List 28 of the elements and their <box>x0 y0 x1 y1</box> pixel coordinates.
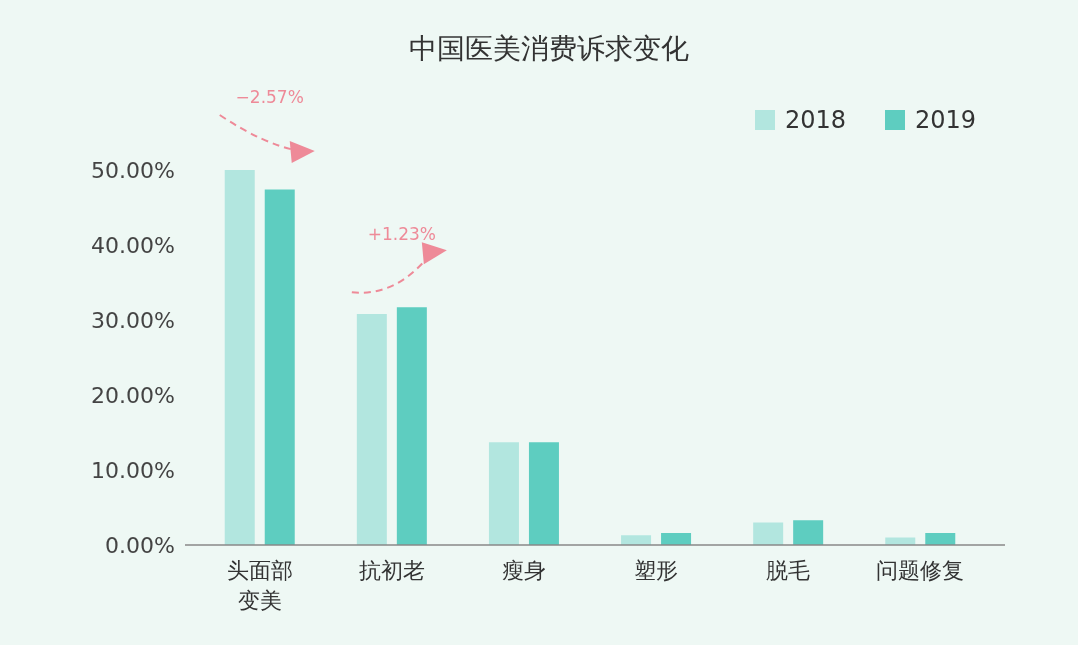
x-tick-label: 脱毛 <box>766 558 811 583</box>
chart-title: 中国医美消费诉求变化 <box>409 32 689 65</box>
text: −2.57% <box>235 87 304 107</box>
y-tick-label: 40.00% <box>91 232 175 258</box>
legend-label: 2019 <box>915 106 977 135</box>
x-tick-label: 抗初老 <box>358 558 425 583</box>
bar <box>661 533 692 545</box>
bar <box>925 533 956 545</box>
bar <box>224 170 255 545</box>
bar <box>264 189 295 545</box>
x-tick-label: 问题修复 <box>876 558 965 583</box>
x-tick-label: 头面部变美 <box>226 558 293 613</box>
bar <box>396 307 427 545</box>
bar <box>621 535 652 545</box>
y-tick-label: 30.00% <box>91 307 175 333</box>
bar <box>528 442 559 545</box>
bar <box>488 442 519 545</box>
bar <box>356 314 387 545</box>
y-tick-label: 50.00% <box>91 157 175 183</box>
legend-label: 2018 <box>785 106 847 135</box>
y-tick-label: 0.00% <box>105 532 175 558</box>
x-tick-label: 瘦身 <box>501 558 546 583</box>
x-tick-label: 塑形 <box>634 558 679 583</box>
bar <box>793 520 824 545</box>
bar <box>753 522 784 545</box>
y-tick-label: 10.00% <box>91 457 175 483</box>
annotation: +1.23% <box>367 224 436 245</box>
y-tick-label: 20.00% <box>91 382 175 408</box>
